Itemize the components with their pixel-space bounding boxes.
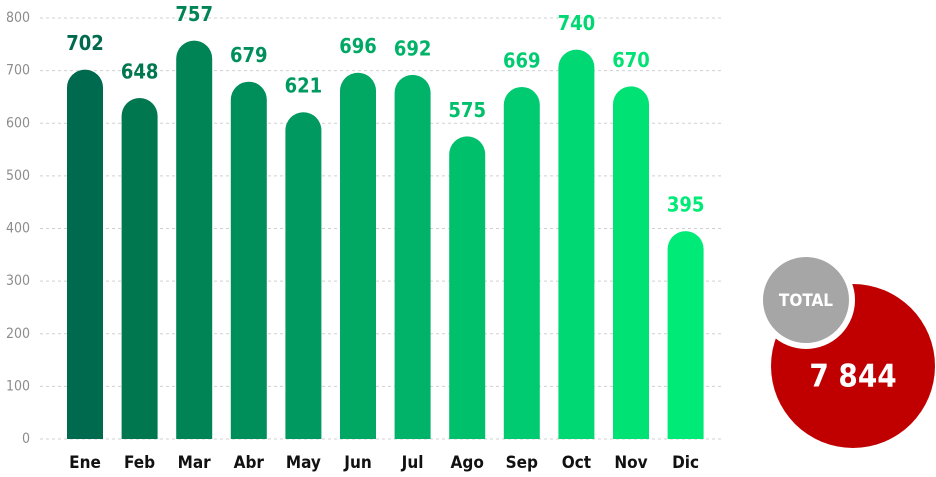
bar — [503, 86, 540, 439]
bar — [176, 40, 213, 439]
x-tick-label: Feb — [124, 453, 155, 473]
value-label: 757 — [175, 2, 213, 26]
y-tick-label: 400 — [6, 221, 30, 237]
x-tick-label: Mar — [178, 453, 212, 473]
y-tick-label: 700 — [6, 63, 30, 79]
bar — [613, 86, 649, 439]
y-tick-label: 0 — [22, 431, 30, 447]
value-label: 395 — [667, 193, 705, 217]
x-tick-label: Jun — [343, 453, 371, 473]
y-tick-label: 200 — [6, 326, 30, 342]
x-tick-label: Jul — [401, 453, 424, 473]
y-tick-label: 300 — [6, 273, 30, 289]
value-label: 575 — [448, 98, 486, 122]
x-tick-label: Nov — [614, 453, 647, 473]
bar — [340, 72, 376, 439]
bar — [67, 69, 103, 439]
value-label: 696 — [339, 34, 377, 58]
y-tick-label: 800 — [6, 10, 30, 26]
value-label: 692 — [394, 36, 432, 60]
value-label: 669 — [503, 48, 541, 72]
bar — [121, 97, 158, 440]
value-label: 740 — [558, 11, 596, 35]
bar — [449, 136, 486, 439]
total-badge — [757, 251, 855, 349]
y-tick-label: 500 — [6, 168, 30, 184]
x-tick-label: Dic — [672, 453, 699, 473]
x-tick-label: Sep — [506, 453, 538, 473]
y-tick-label: 100 — [6, 378, 30, 394]
bar — [667, 231, 704, 439]
value-label: 702 — [66, 31, 104, 55]
bar — [285, 112, 322, 440]
value-label: 621 — [285, 74, 323, 98]
x-tick-label: Ene — [69, 453, 101, 473]
x-tick-label: Oct — [562, 453, 591, 473]
y-tick-label: 600 — [6, 115, 30, 131]
x-tick-label: May — [286, 453, 321, 473]
total-label: TOTAL — [779, 291, 833, 311]
x-tick-label: Ago — [451, 453, 484, 473]
value-label: 679 — [230, 43, 268, 67]
value-label: 648 — [121, 59, 159, 83]
bar — [558, 49, 595, 439]
bar — [394, 74, 431, 440]
bar — [230, 81, 267, 439]
total-value: 7 844 — [809, 359, 896, 395]
value-label: 670 — [612, 48, 650, 72]
x-tick-label: Abr — [234, 453, 265, 473]
